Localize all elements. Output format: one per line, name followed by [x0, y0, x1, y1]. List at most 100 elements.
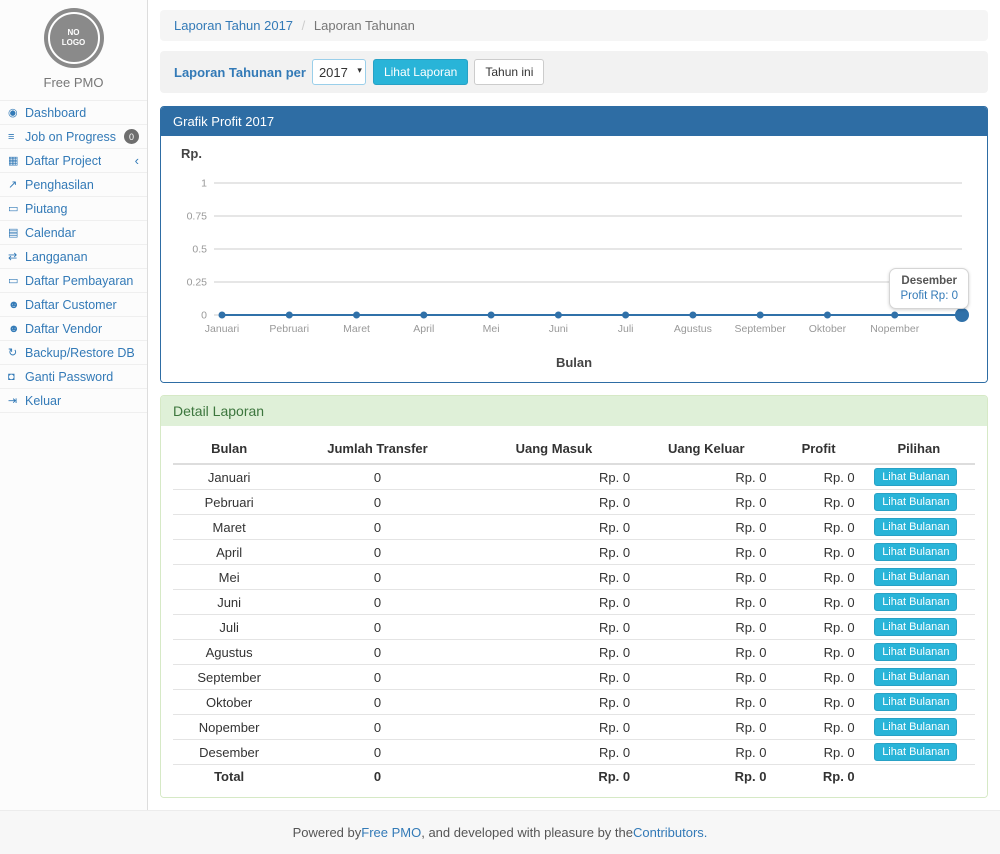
y-tick-label: 0.75: [187, 211, 208, 223]
cell-uang-keluar: Rp. 0: [638, 565, 774, 590]
lihat-bulanan-button[interactable]: Lihat Bulanan: [874, 743, 957, 761]
lihat-bulanan-button[interactable]: Lihat Bulanan: [874, 543, 957, 561]
table-total-row: Total 0 Rp. 0 Rp. 0 Rp. 0: [173, 765, 975, 789]
cell-jumlah-transfer: 0: [285, 690, 469, 715]
data-point-maret[interactable]: [353, 312, 360, 319]
lihat-bulanan-button[interactable]: Lihat Bulanan: [874, 493, 957, 511]
cell-profit: Rp. 0: [774, 715, 862, 740]
data-point-nopember[interactable]: [891, 312, 898, 319]
sidebar-item-label: Keluar: [25, 394, 61, 408]
data-point-juni[interactable]: [555, 312, 562, 319]
sidebar-item-langganan[interactable]: ⇄Langganan: [0, 245, 147, 269]
cell-jumlah-transfer: 0: [285, 640, 469, 665]
data-point-oktober[interactable]: [824, 312, 831, 319]
cell-bulan: Maret: [173, 515, 285, 540]
cell-pilihan: Lihat Bulanan: [863, 565, 975, 590]
sidebar-item-piutang[interactable]: ▭Piutang: [0, 197, 147, 221]
data-point-desember[interactable]: [955, 308, 969, 322]
lihat-bulanan-button[interactable]: Lihat Bulanan: [874, 668, 957, 686]
table-row-maret: Maret0Rp. 0Rp. 0Rp. 0Lihat Bulanan: [173, 515, 975, 540]
x-tick-label: Maret: [343, 323, 370, 335]
sidebar-item-daftar-project[interactable]: ▦Daftar Project‹: [0, 149, 147, 173]
lihat-laporan-button[interactable]: Lihat Laporan: [373, 59, 468, 85]
lihat-bulanan-button[interactable]: Lihat Bulanan: [874, 468, 957, 486]
sidebar-item-label: Calendar: [25, 226, 76, 240]
cell-bulan: Mei: [173, 565, 285, 590]
data-point-januari[interactable]: [219, 312, 226, 319]
sidebar-item-label: Daftar Vendor: [25, 322, 102, 336]
free-pmo-link[interactable]: Free PMO: [361, 825, 421, 840]
cell-uang-masuk: Rp. 0: [470, 515, 638, 540]
contributors-link[interactable]: Contributors.: [633, 825, 707, 840]
sidebar-item-daftar-pembayaran[interactable]: ▭Daftar Pembayaran: [0, 269, 147, 293]
sidebar-item-daftar-vendor[interactable]: ☻Daftar Vendor: [0, 317, 147, 341]
lihat-bulanan-button[interactable]: Lihat Bulanan: [874, 693, 957, 711]
chart-x-axis-label: Bulan: [173, 353, 975, 374]
cell-bulan: September: [173, 665, 285, 690]
chart-panel-body: Rp. 10.750.50.250JanuariPebruariMaretApr…: [161, 136, 987, 382]
x-tick-label: Nopember: [870, 323, 920, 335]
table-row-januari: Januari0Rp. 0Rp. 0Rp. 0Lihat Bulanan: [173, 464, 975, 490]
lihat-bulanan-button[interactable]: Lihat Bulanan: [874, 643, 957, 661]
sidebar-item-job-on-progress[interactable]: ≡Job on Progress0: [0, 125, 147, 149]
lihat-bulanan-button[interactable]: Lihat Bulanan: [874, 518, 957, 536]
cell-jumlah-transfer: 0: [285, 540, 469, 565]
cell-profit: Rp. 0: [774, 540, 862, 565]
sidebar-item-keluar[interactable]: ⇥Keluar: [0, 389, 147, 413]
count-badge: 0: [124, 129, 139, 144]
year-filter-bar: Laporan Tahunan per 2017 ▾ Lihat Laporan…: [160, 51, 988, 93]
column-header-bulan: Bulan: [173, 434, 285, 464]
cell-profit: Rp. 0: [774, 740, 862, 765]
chart-panel-title: Grafik Profit 2017: [161, 107, 987, 136]
detail-laporan-panel: Detail Laporan BulanJumlah TransferUang …: [160, 395, 988, 798]
cell-bulan: Agustus: [173, 640, 285, 665]
table-row-september: September0Rp. 0Rp. 0Rp. 0Lihat Bulanan: [173, 665, 975, 690]
total-transfer: 0: [285, 765, 469, 789]
footer-text-middle: , and developed with pleasure by the: [421, 825, 633, 840]
column-header-uang-keluar: Uang Keluar: [638, 434, 774, 464]
tahun-ini-button[interactable]: Tahun ini: [474, 59, 544, 85]
lihat-bulanan-button[interactable]: Lihat Bulanan: [874, 568, 957, 586]
cell-uang-keluar: Rp. 0: [638, 690, 774, 715]
sidebar-item-label: Langganan: [25, 250, 88, 264]
lihat-bulanan-button[interactable]: Lihat Bulanan: [874, 618, 957, 636]
y-tick-label: 0: [201, 310, 207, 322]
sidebar-item-ganti-password[interactable]: ◘Ganti Password: [0, 365, 147, 389]
cell-pilihan: Lihat Bulanan: [863, 490, 975, 515]
cell-jumlah-transfer: 0: [285, 464, 469, 490]
sidebar-item-penghasilan[interactable]: ↗Penghasilan: [0, 173, 147, 197]
cell-uang-keluar: Rp. 0: [638, 615, 774, 640]
sidebar-item-backup-restore-db[interactable]: ↻Backup/Restore DB: [0, 341, 147, 365]
total-uang-masuk: Rp. 0: [470, 765, 638, 789]
cell-pilihan: Lihat Bulanan: [863, 640, 975, 665]
cell-jumlah-transfer: 0: [285, 565, 469, 590]
cell-jumlah-transfer: 0: [285, 590, 469, 615]
data-point-mei[interactable]: [488, 312, 495, 319]
data-point-agustus[interactable]: [689, 312, 696, 319]
line-chart-icon: ↗: [8, 178, 25, 191]
breadcrumb-link-year[interactable]: Laporan Tahun 2017: [174, 18, 293, 33]
cell-profit: Rp. 0: [774, 565, 862, 590]
cell-pilihan: Lihat Bulanan: [863, 740, 975, 765]
sidebar-item-dashboard[interactable]: ◉Dashboard: [0, 101, 147, 125]
data-point-pebruari[interactable]: [286, 312, 293, 319]
cell-bulan: Pebruari: [173, 490, 285, 515]
tooltip-month: Desember: [900, 275, 958, 287]
data-point-april[interactable]: [420, 312, 427, 319]
year-select[interactable]: 2017: [312, 59, 366, 85]
cell-profit: Rp. 0: [774, 640, 862, 665]
data-point-juli[interactable]: [622, 312, 629, 319]
filter-label: Laporan Tahunan per: [174, 65, 306, 80]
x-tick-label: Juli: [618, 323, 634, 335]
sidebar-item-calendar[interactable]: ▤Calendar: [0, 221, 147, 245]
total-label: Total: [173, 765, 285, 789]
sidebar-item-daftar-customer[interactable]: ☻Daftar Customer: [0, 293, 147, 317]
cell-profit: Rp. 0: [774, 665, 862, 690]
cell-bulan: Nopember: [173, 715, 285, 740]
cell-uang-keluar: Rp. 0: [638, 740, 774, 765]
lihat-bulanan-button[interactable]: Lihat Bulanan: [874, 718, 957, 736]
cell-uang-masuk: Rp. 0: [470, 464, 638, 490]
lihat-bulanan-button[interactable]: Lihat Bulanan: [874, 593, 957, 611]
data-point-september[interactable]: [757, 312, 764, 319]
x-tick-label: September: [734, 323, 786, 335]
